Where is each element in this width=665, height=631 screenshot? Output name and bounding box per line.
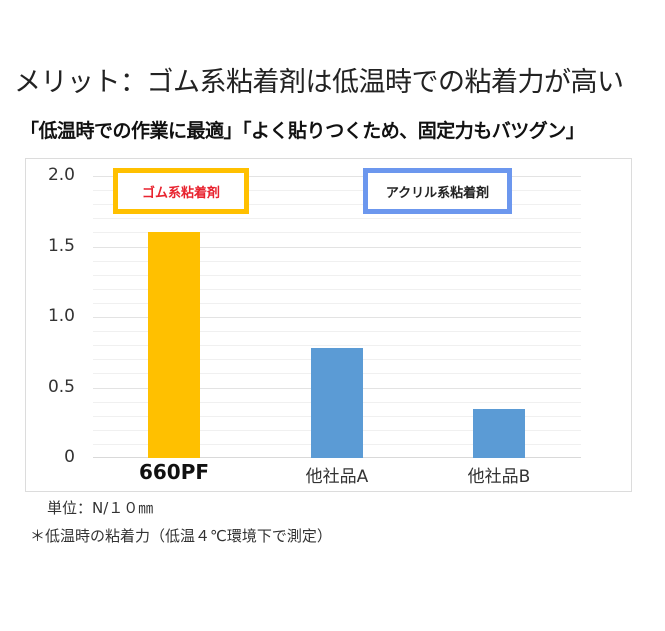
y-tick-label: 0.5 bbox=[47, 376, 75, 397]
page-subtitle: 「低温時での作業に最適」「よく貼りつくため、固定力もバツグン」 bbox=[20, 120, 585, 142]
y-tick-label: 0 bbox=[64, 447, 75, 467]
minor-gridline bbox=[93, 302, 581, 304]
footnote: ＊低温時の粘着力（低温４℃環境下で測定） bbox=[30, 527, 332, 545]
minor-gridline bbox=[93, 331, 581, 333]
minor-gridline bbox=[93, 204, 581, 206]
minor-gridline bbox=[93, 190, 581, 192]
x-category-label: 他社品A bbox=[305, 467, 369, 487]
minor-gridline bbox=[93, 260, 581, 262]
legend-acrylic-label: アクリル系粘着剤 bbox=[385, 185, 490, 201]
legend-rubber-label: ゴム系粘着剤 bbox=[141, 185, 220, 201]
minor-gridline bbox=[93, 288, 581, 290]
x-category-label: 660PF bbox=[138, 460, 210, 484]
major-gridline bbox=[93, 246, 581, 248]
major-gridline bbox=[93, 317, 581, 318]
y-tick-label: 2.0 bbox=[47, 165, 75, 185]
chart-plot-area bbox=[93, 176, 581, 458]
legend-rubber-adhesive: ゴム系粘着剤 bbox=[113, 168, 249, 214]
bar-1 bbox=[311, 348, 363, 458]
bar-2 bbox=[473, 408, 525, 458]
minor-gridline bbox=[93, 345, 581, 347]
y-tick-label: 1.5 bbox=[47, 235, 75, 256]
major-gridline bbox=[93, 176, 581, 177]
minor-gridline bbox=[93, 218, 581, 220]
y-tick-label: 1.0 bbox=[47, 306, 75, 326]
unit-label: 単位：N/１０㎜ bbox=[47, 499, 154, 517]
minor-gridline bbox=[93, 232, 581, 234]
bar-0 bbox=[148, 232, 200, 458]
page-title: メリット：ゴム系粘着剤は低温時での粘着力が高い bbox=[14, 67, 624, 98]
legend-acrylic-adhesive: アクリル系粘着剤 bbox=[363, 168, 512, 214]
minor-gridline bbox=[93, 274, 581, 276]
x-category-label: 他社品B bbox=[467, 467, 531, 487]
